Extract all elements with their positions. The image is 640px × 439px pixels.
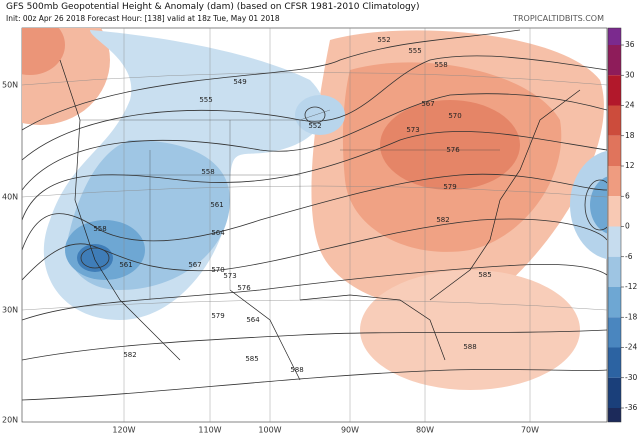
contour-label: 582 [436, 216, 449, 224]
contour-label: 567 [188, 261, 201, 269]
lat-label: 30N [2, 306, 18, 315]
colorbar-tick-label: -24 [625, 343, 637, 352]
colorbar-tick-label: -36 [625, 403, 637, 412]
colorbar-segment [608, 226, 621, 257]
brand: TROPICALTIDBITS.COM [512, 14, 604, 23]
colorbar-segment [608, 196, 621, 227]
contour-label: 561 [210, 201, 223, 209]
lat-label: 20N [2, 416, 18, 425]
contour-label: 588 [290, 366, 303, 374]
colorbar-tick-label: -18 [625, 312, 637, 321]
lon-label: 90W [341, 426, 359, 435]
contour-label: 558 [201, 168, 214, 176]
colorbar-tick-label: -30 [625, 373, 637, 382]
contour-label: 585 [478, 271, 491, 279]
colorbar-tick-label: 6 [625, 191, 630, 200]
colorbar-tick-label: 36 [625, 40, 635, 49]
colorbar-segment [608, 287, 621, 318]
contour-label: 588 [463, 343, 476, 351]
longitude-labels: 120W 110W 100W 90W 80W 70W [112, 426, 539, 435]
colorbar-segment [608, 45, 621, 76]
colorbar-tick-label: 0 [625, 222, 630, 231]
lon-label: 70W [521, 426, 539, 435]
colorbar-tick-label: 24 [625, 101, 635, 110]
contour-label: 561 [119, 261, 132, 269]
contour-label: 576 [446, 146, 460, 154]
contour-label: 579 [211, 312, 224, 320]
contour-labels: 552 555 558 549 555 552 567 570 573 576 … [93, 36, 491, 374]
colorbar: 36 30 24 18 12 6 0 -6 -12 -18 -24 -30 -36 [607, 27, 637, 423]
colorbar-frame [607, 27, 622, 423]
contour-label: 579 [443, 183, 456, 191]
colorbar-tick-label: 18 [625, 131, 635, 140]
colorbar-segment [608, 256, 621, 287]
contour-label: 585 [245, 355, 258, 363]
colorbar-bottom [608, 408, 621, 422]
contour-label: 549 [233, 78, 246, 86]
contour-label: 558 [93, 225, 106, 233]
colorbar-tick-label: -12 [625, 282, 637, 291]
colorbar-segment [608, 75, 621, 106]
latitude-labels: 50N 40N 30N 20N [2, 81, 18, 425]
colorbar-segment [608, 377, 621, 408]
colorbar-segment [608, 347, 621, 378]
contour-label: 570 [211, 266, 224, 274]
colorbar-tick-label: 30 [625, 70, 635, 79]
lat-label: 40N [2, 193, 18, 202]
contour-label: 576 [237, 284, 251, 292]
graticule [22, 28, 607, 422]
colorbar-tick-label: 12 [625, 161, 635, 170]
colorbar-segment [608, 317, 621, 348]
contour-label: 570 [448, 112, 461, 120]
lon-label: 100W [258, 426, 281, 435]
contour-label: 564 [246, 316, 260, 324]
lon-label: 110W [198, 426, 221, 435]
contour-label: 582 [123, 351, 136, 359]
lat-label: 50N [2, 81, 18, 90]
colorbar-tick-label: -6 [625, 252, 633, 261]
colorbar-top [608, 28, 621, 45]
contour-label: 573 [406, 126, 419, 134]
subtitle: Init: 00z Apr 26 2018 Forecast Hour: [13… [6, 14, 280, 23]
colorbar-segment [608, 105, 621, 136]
contour-label: 555 [199, 96, 212, 104]
contours [22, 29, 607, 401]
colorbar-segment [608, 166, 621, 197]
contour-label: 573 [223, 272, 236, 280]
lon-label: 80W [416, 426, 434, 435]
contour-label: 552 [308, 122, 321, 130]
contour-label: 555 [408, 47, 421, 55]
anomalies [22, 28, 607, 390]
colorbar-segment [608, 135, 621, 166]
contour-label: 552 [377, 36, 390, 44]
title: GFS 500mb Geopotential Height & Anomaly … [6, 2, 420, 12]
contour-label: 567 [421, 100, 434, 108]
lon-label: 120W [112, 426, 135, 435]
contour-label: 558 [434, 61, 447, 69]
contour-label: 564 [211, 229, 225, 237]
